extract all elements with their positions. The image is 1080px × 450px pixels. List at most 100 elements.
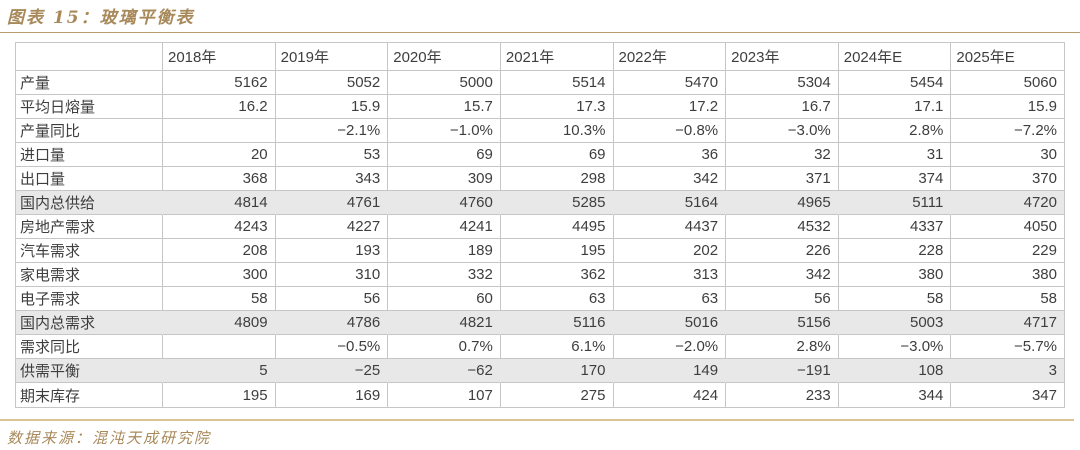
value-cell: 380 [951, 263, 1064, 287]
value-cell: 310 [275, 263, 389, 287]
value-cell: 347 [1031, 386, 1057, 404]
value-cell: 228 [838, 239, 952, 263]
value-cell: 342 [726, 263, 839, 287]
value-cell: 380 [838, 263, 952, 287]
value-cell: 17.2 [613, 95, 727, 119]
value-cell: 374 [838, 167, 952, 191]
value-cell: 56 [275, 287, 389, 311]
value-cell: 5060 [951, 71, 1064, 95]
value-cell: −0.5% [275, 335, 389, 359]
value-cell: −62 [388, 359, 501, 383]
value-cell: 5 [163, 359, 276, 383]
value-cell: 4814 [163, 191, 276, 215]
value-cell: 58 [838, 287, 952, 311]
value-cell: 6.1% [500, 335, 614, 359]
value-cell: 5162 [163, 71, 276, 95]
value-cell [163, 119, 276, 143]
value-cell: −2.0% [613, 335, 727, 359]
value-cell: 16.2 [163, 95, 276, 119]
value-cell: 343 [275, 167, 389, 191]
title-divider [0, 32, 1080, 33]
value-cell [163, 335, 276, 359]
value-cell: 32 [726, 143, 839, 167]
value-cell: 298 [500, 167, 614, 191]
value-cell: 344 [839, 383, 952, 407]
value-cell: 300 [163, 263, 276, 287]
value-cell: 63 [500, 287, 614, 311]
table-row: 产量 5162 5052 5000 5514 5470 5304 5454 5060 [16, 71, 1064, 95]
value-cell: 3 [951, 359, 1064, 383]
table-row: 平均日熔量 16.2 15.9 15.7 17.3 17.2 16.7 17.1 15.9 [16, 95, 1064, 119]
value-cell: 5454 [838, 71, 952, 95]
value-cell: 107 [388, 383, 501, 407]
table-row: 房地产需求 4243 4227 4241 4495 4437 4532 4337 4050 [16, 215, 1064, 239]
value-cell: 149 [613, 359, 727, 383]
year-header-cell: 2021年 [500, 43, 614, 71]
value-cell: 16.7 [726, 95, 839, 119]
row-label: 期末库存 [16, 383, 163, 407]
value-cell: 202 [613, 239, 727, 263]
value-cell: −191 [726, 359, 839, 383]
value-cell: 17.1 [838, 95, 952, 119]
table-row: 家电需求 300 310 332 362 313 342 380 380 [16, 263, 1064, 287]
figure-title: 图表 15：玻璃平衡表 [7, 8, 195, 28]
value-cell: 332 [388, 263, 501, 287]
value-cell: 5116 [500, 311, 614, 335]
value-cell: 313 [613, 263, 727, 287]
value-cell: 195 [163, 383, 276, 407]
table-row: 进口量 20 53 69 69 36 32 31 30 [16, 143, 1064, 167]
row-label: 房地产需求 [16, 215, 163, 239]
year-header-cell: 2018年 [163, 43, 276, 71]
glass-balance-table: 2018年 2019年 2020年 2021年 2022年 2023年 2024年E 2025… [15, 42, 1065, 408]
value-cell: 170 [500, 359, 614, 383]
year-header-cell: 2024年E [838, 43, 952, 71]
table-row: 产量同比 −2.1% −1.0% 10.3% −0.8% −3.0% 2.8% −7.2% [16, 119, 1064, 143]
value-cell: −25 [275, 359, 389, 383]
value-cell: 5052 [275, 71, 389, 95]
value-cell: 5164 [613, 191, 727, 215]
value-cell: 229 [951, 239, 1064, 263]
value-cell: 5000 [388, 71, 501, 95]
value-cell: 58 [163, 287, 276, 311]
value-cell: 10.3% [500, 119, 614, 143]
value-cell: 58 [951, 287, 1064, 311]
value-cell: 2.8% [838, 119, 952, 143]
row-label: 产量 [16, 71, 163, 95]
value-cell: −7.2% [951, 119, 1064, 143]
value-cell: 15.7 [388, 95, 501, 119]
value-cell: 370 [951, 167, 1064, 191]
value-cell: 4241 [388, 215, 501, 239]
row-label: 平均日熔量 [16, 95, 163, 119]
corner-header-cell [16, 43, 163, 71]
value-cell: 4337 [838, 215, 952, 239]
value-cell: −3.0% [726, 119, 839, 143]
table-header-row: 2018年 2019年 2020年 2021年 2022年 2023年 2024年E 2025… [16, 43, 1064, 71]
table-row: 出口量 368 343 309 298 342 371 374 370 [16, 167, 1064, 191]
table-row: 需求同比 −0.5% 0.7% 6.1% −2.0% 2.8% −3.0% −5.7% [16, 335, 1064, 359]
value-cell: 4050 [951, 215, 1064, 239]
value-cell: 4786 [275, 311, 389, 335]
value-cell: 4821 [388, 311, 501, 335]
data-source: 数据来源：混沌天成研究院 [7, 429, 212, 447]
value-cell: 4717 [951, 311, 1064, 335]
value-cell: 108 [838, 359, 952, 383]
year-header-cell: 2025年E [951, 43, 1064, 71]
value-cell: 5285 [500, 191, 614, 215]
value-cell: 4437 [613, 215, 727, 239]
value-cell: −0.8% [613, 119, 727, 143]
value-cell: −5.7% [951, 335, 1064, 359]
row-label: 电子需求 [16, 287, 163, 311]
table-row: 电子需求 58 56 60 63 63 56 58 58 [16, 287, 1064, 311]
value-cell: 17.3 [500, 95, 614, 119]
value-cell: −2.1% [275, 119, 389, 143]
row-label: 出口量 [16, 167, 163, 191]
value-cell: 2.8% [726, 335, 839, 359]
value-cell: 5111 [838, 191, 952, 215]
value-cell: 15.9 [275, 95, 389, 119]
value-cell: 342 [613, 167, 727, 191]
value-cell: 69 [500, 143, 614, 167]
value-cell: 4495 [500, 215, 614, 239]
value-cell: 5003 [838, 311, 952, 335]
year-header-cell: 2022年 [613, 43, 727, 71]
